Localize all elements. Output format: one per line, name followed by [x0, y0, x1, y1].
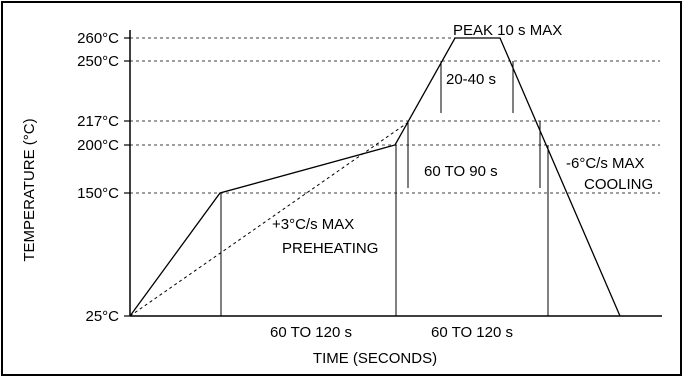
y-tick-label: 25°C — [85, 308, 119, 325]
annotation-above-217: 60 TO 90 s — [424, 163, 498, 180]
annotation-preheat-rate: +3°C/s MAX — [272, 216, 354, 233]
series-line-profile — [129, 37, 621, 317]
y-tick-label: 250°C — [77, 53, 119, 70]
y-axis-label: TEMPERATURE (°C) — [21, 118, 38, 261]
annotation-interval-1: 60 TO 120 s — [270, 324, 352, 341]
y-tick-label: 217°C — [77, 113, 119, 130]
x-axis-label: TIME (SECONDS) — [313, 350, 437, 367]
y-tick-label: 200°C — [77, 137, 119, 154]
annotation-cooling-rate: -6°C/s MAX — [566, 155, 645, 172]
annotation-preheating: PREHEATING — [282, 240, 378, 257]
series-line-dashed — [129, 120, 411, 317]
annotation-above-250: 20-40 s — [446, 71, 496, 88]
y-tick-label: 260°C — [77, 30, 119, 47]
annotation-cooling: COOLING — [584, 176, 653, 193]
annotation-interval-2: 60 TO 120 s — [431, 324, 513, 341]
annotation-peak: PEAK 10 s MAX — [453, 22, 562, 39]
y-tick-label: 150°C — [77, 185, 119, 202]
